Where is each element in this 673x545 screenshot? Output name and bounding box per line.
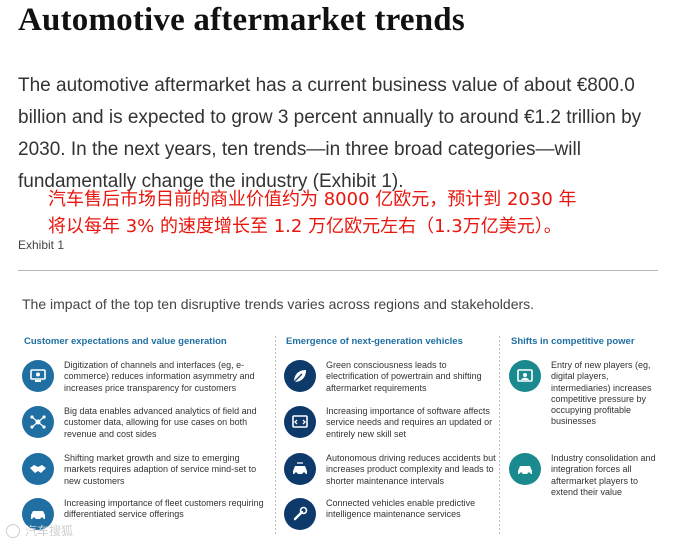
autonomous-car-icon xyxy=(284,453,316,485)
trend-text: Autonomous driving reduces accidents but… xyxy=(326,453,496,486)
trend-item: Industry consolidation and integration f… xyxy=(509,453,659,498)
watermark: 汽车搜狐 xyxy=(6,522,73,539)
column-divider xyxy=(275,336,276,536)
big-data-icon xyxy=(22,406,54,438)
trend-item: Big data enables advanced analytics of f… xyxy=(22,406,272,440)
trend-item: Increasing importance of fleet customers… xyxy=(22,498,272,530)
trend-item: Shifting market growth and size to emerg… xyxy=(22,453,272,487)
new-players-icon xyxy=(509,360,541,392)
exhibit-label: Exhibit 1 xyxy=(18,238,65,252)
exhibit-subtitle: The impact of the top ten disruptive tre… xyxy=(22,296,535,312)
trend-text: Green consciousness leads to electrifica… xyxy=(326,360,482,393)
trend-item: Autonomous driving reduces accidents but… xyxy=(284,453,496,487)
overlay-line-1: 汽车售后市场目前的商业价值约为 8000 亿欧元，预计到 2030 年 xyxy=(48,189,577,210)
trend-item: Entry of new players (eg, digital player… xyxy=(509,360,659,428)
handshake-icon xyxy=(22,453,54,485)
leaf-icon xyxy=(284,360,316,392)
trend-item: Digitization of channels and interfaces … xyxy=(22,360,272,394)
overlay-line-2: 将以每年 3% 的速度增长至 1.2 万亿欧元左右（1.3万亿美元）。 xyxy=(48,216,562,237)
fleet-icon xyxy=(22,498,54,530)
intro-paragraph: The automotive aftermarket has a current… xyxy=(18,75,642,192)
software-icon xyxy=(284,406,316,438)
trend-text: Increasing importance of software affect… xyxy=(326,406,493,439)
trend-text: Entry of new players (eg, digital player… xyxy=(551,360,652,427)
divider xyxy=(18,270,658,271)
column-heading-customer: Customer expectations and value generati… xyxy=(24,336,227,347)
watermark-text: 汽车搜狐 xyxy=(25,524,74,538)
trend-item: Connected vehicles enable predictive int… xyxy=(284,498,496,530)
digital-channels-icon xyxy=(22,360,54,392)
column-divider xyxy=(499,336,500,536)
trend-item: Increasing importance of software affect… xyxy=(284,406,496,440)
trend-text: Digitization of channels and interfaces … xyxy=(64,360,255,393)
connected-wrench-icon xyxy=(284,498,316,530)
trend-text: Connected vehicles enable predictive int… xyxy=(326,498,476,520)
column-heading-next-gen: Emergence of next-generation vehicles xyxy=(286,336,463,347)
trend-text: Increasing importance of fleet customers… xyxy=(64,498,264,520)
column-heading-competitive: Shifts in competitive power xyxy=(511,336,635,347)
page-title: Automotive aftermarket trends xyxy=(18,2,465,38)
chinese-overlay-text: 汽车售后市场目前的商业价值约为 8000 亿欧元，预计到 2030 年 将以每年… xyxy=(48,186,668,240)
trend-item: Green consciousness leads to electrifica… xyxy=(284,360,496,394)
trend-text: Industry consolidation and integration f… xyxy=(551,453,656,497)
sohu-logo-icon xyxy=(6,523,20,538)
consolidation-icon xyxy=(509,453,541,485)
trend-text: Big data enables advanced analytics of f… xyxy=(64,406,257,439)
trend-text: Shifting market growth and size to emerg… xyxy=(64,453,257,486)
